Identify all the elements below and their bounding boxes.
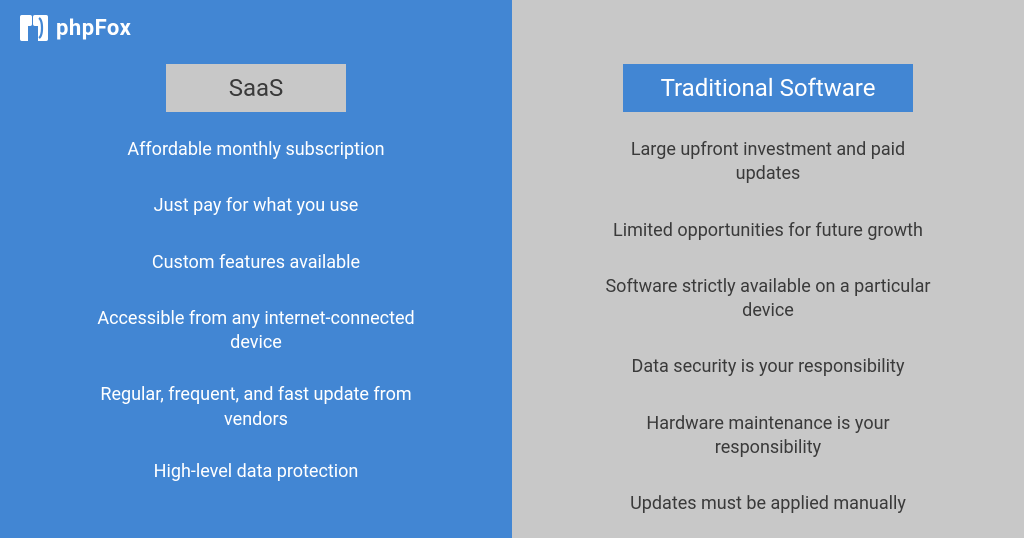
saas-panel: phpFox SaaS Affordable monthly subscript… (0, 0, 512, 538)
phpfox-logo: phpFox (18, 14, 131, 42)
traditional-header: Traditional Software (623, 64, 914, 112)
list-item: Updates must be applied manually (630, 492, 906, 516)
list-item: Hardware maintenance is your responsibil… (598, 412, 938, 461)
saas-header: SaaS (166, 64, 346, 112)
list-item: Limited opportunities for future growth (613, 219, 923, 243)
traditional-items: Large upfront investment and paid update… (512, 138, 1024, 549)
saas-items: Affordable monthly subscription Just pay… (0, 138, 512, 516)
list-item: Large upfront investment and paid update… (598, 138, 938, 187)
phpfox-logo-icon (18, 14, 50, 42)
list-item: Custom features available (152, 251, 360, 275)
list-item: Just pay for what you use (154, 194, 359, 218)
list-item: High-level data protection (154, 460, 359, 484)
traditional-panel: Traditional Software Large upfront inves… (512, 0, 1024, 538)
list-item: Software strictly available on a particu… (598, 275, 938, 324)
list-item: Accessible from any internet-connected d… (86, 307, 426, 356)
phpfox-logo-text: phpFox (56, 16, 131, 41)
list-item: Data security is your responsibility (632, 355, 905, 379)
list-item: Regular, frequent, and fast update from … (86, 383, 426, 432)
list-item: Affordable monthly subscription (127, 138, 384, 162)
